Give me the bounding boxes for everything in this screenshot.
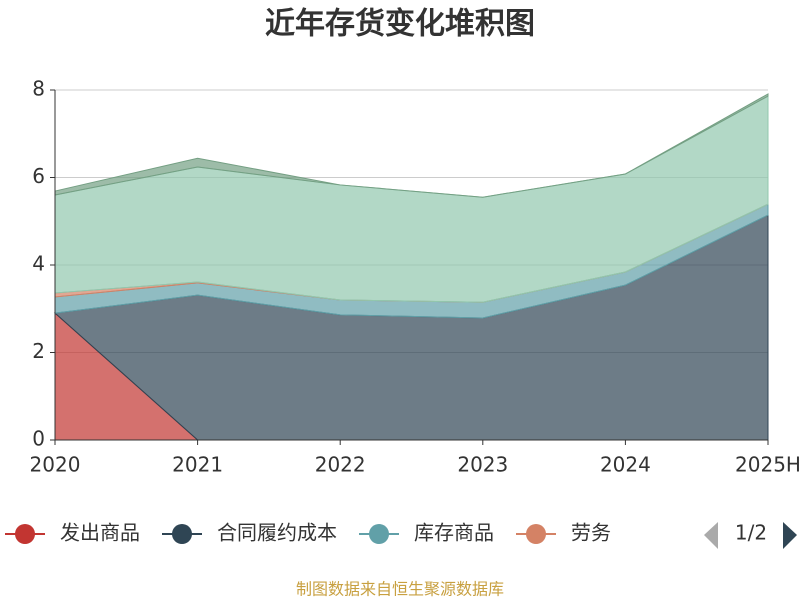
legend-page: 1/2 — [735, 521, 767, 545]
y-tick-label: 0 — [32, 427, 45, 451]
legend-label: 发出商品 — [60, 521, 140, 545]
legend-marker — [369, 524, 389, 544]
legend-label: 库存商品 — [414, 521, 494, 545]
legend-label: 劳务 — [571, 521, 611, 545]
chart-title: 近年存货变化堆积图 — [265, 7, 535, 42]
y-tick-label: 4 — [32, 252, 45, 276]
x-tick-label: 2020 — [30, 453, 81, 477]
y-tick-label: 8 — [32, 77, 45, 101]
y-tick-label: 2 — [32, 339, 45, 363]
x-tick-label: 2024 — [600, 453, 651, 477]
x-tick-label: 2025H — [735, 453, 800, 477]
x-tick-label: 2022 — [315, 453, 366, 477]
legend-label: 合同履约成本 — [217, 521, 337, 545]
legend-marker — [15, 524, 35, 544]
plot-area: 0 2 4 6 8 2020 2021 2022 2023 2024 2025H — [30, 77, 800, 477]
area — [54, 93, 769, 198]
legend-marker — [172, 524, 192, 544]
y-tick-label: 6 — [32, 164, 45, 188]
source-note: 制图数据来自恒生聚源数据库 — [296, 580, 504, 599]
legend-marker — [526, 524, 546, 544]
x-tick-label: 2023 — [457, 453, 508, 477]
x-tick-label: 2021 — [172, 453, 223, 477]
legend-next[interactable] — [783, 522, 797, 549]
legend: 发出商品 合同履约成本 库存商品 劳务 — [5, 521, 611, 545]
legend-prev[interactable] — [704, 522, 718, 549]
